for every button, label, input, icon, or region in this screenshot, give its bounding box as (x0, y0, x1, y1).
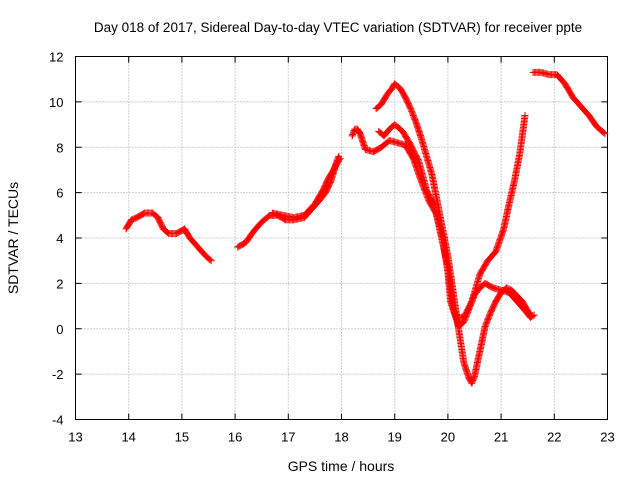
series-segment-6 (372, 80, 534, 387)
y-tick-label: 0 (56, 322, 63, 337)
x-tick-label: 23 (600, 430, 614, 445)
series-segment-3 (268, 155, 344, 222)
data-point (600, 129, 608, 137)
data-point (335, 156, 343, 164)
series-segment-4 (348, 111, 529, 321)
series-segment-7 (529, 68, 609, 138)
x-tick-label: 19 (387, 430, 401, 445)
data-point (521, 111, 529, 119)
data-point (336, 155, 344, 163)
x-tick-label: 17 (281, 430, 295, 445)
x-tick-label: 15 (175, 430, 189, 445)
grid-lines (75, 56, 608, 420)
x-axis-label: GPS time / hours (288, 458, 395, 474)
series-segment-2 (234, 152, 343, 251)
y-tick-label: 12 (49, 50, 63, 65)
x-tick-label: 21 (494, 430, 508, 445)
series-segment-1 (122, 209, 215, 265)
data-point (601, 130, 609, 138)
x-tick-label: 16 (228, 430, 242, 445)
y-tick-label: 8 (56, 140, 63, 155)
data-point (206, 256, 214, 264)
y-tick-label: 2 (56, 276, 63, 291)
y-tick-label: 4 (56, 231, 63, 246)
x-tick-label: 18 (334, 430, 348, 445)
y-axis-label: SDTVAR / TECUs (5, 182, 21, 294)
chart-title: Day 018 of 2017, Sidereal Day-to-day VTE… (94, 20, 582, 35)
y-tick-label: -4 (52, 413, 64, 428)
x-tick-label: 22 (547, 430, 561, 445)
data-point (526, 310, 534, 318)
x-tick-label: 14 (121, 430, 135, 445)
data-series (122, 68, 609, 387)
axis-ticks: 13 14 15 16 17 18 19 20 21 22 23 -4 -2 0 2 4 6 8 10 12 (49, 50, 615, 445)
y-tick-label: 6 (56, 186, 63, 201)
x-tick-label: 20 (441, 430, 455, 445)
data-point (207, 257, 215, 265)
x-tick-label: 13 (68, 430, 82, 445)
data-point (526, 311, 534, 319)
y-tick-label: 10 (49, 95, 63, 110)
y-tick-label: -2 (52, 367, 64, 382)
